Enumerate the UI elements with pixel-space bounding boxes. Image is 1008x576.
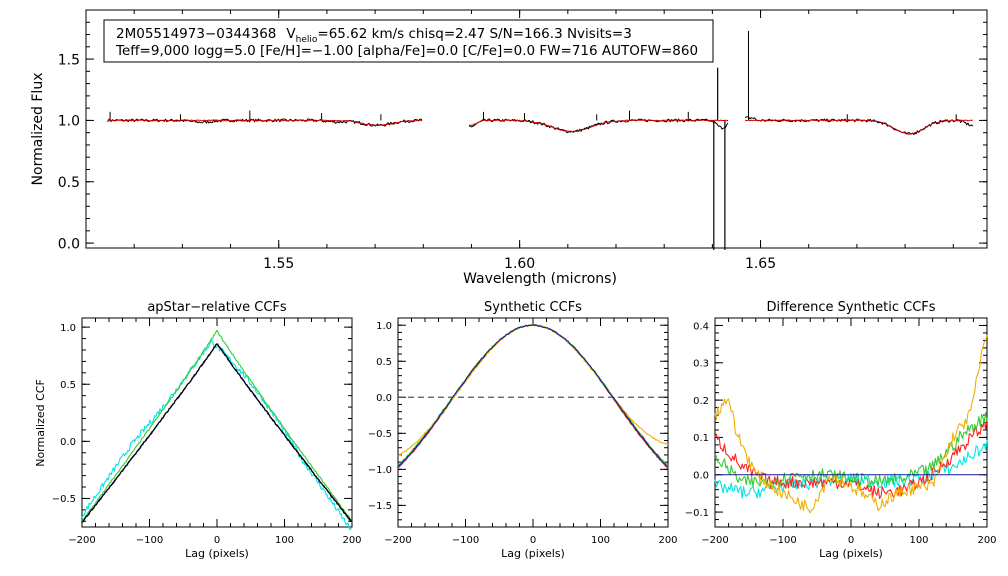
difference-ccf-visit-1-line xyxy=(714,439,988,499)
y-tick-label: 0.5 xyxy=(376,357,392,368)
synthetic-ccf-visit-1-line xyxy=(397,324,669,469)
synthetic-ccf-ticks: −200 −100 0 100 200 −1.5 −1.0 −0.5 0.0 0.5 1.0 xyxy=(368,317,678,546)
difference-ccf-frame xyxy=(714,317,988,528)
x-tick-label: 0 xyxy=(848,535,854,546)
x-tick-label: 200 xyxy=(342,535,361,546)
x-tick-label: 1.55 xyxy=(263,256,294,272)
apstar-ccf-title: apStar−relative CCFs xyxy=(147,300,287,315)
y-tick-label: 0.5 xyxy=(60,380,76,391)
apstar-ccf-visit-1-line xyxy=(81,339,352,531)
synthetic-ccf-x-label: Lag (pixels) xyxy=(501,547,565,560)
x-tick-label: 200 xyxy=(658,535,677,546)
synthetic-ccf-title: Synthetic CCFs xyxy=(484,300,582,315)
y-tick-label: −1.5 xyxy=(368,501,392,512)
synthetic-ccf-visit-4-line xyxy=(397,324,669,457)
difference-ccf-series xyxy=(714,334,988,514)
apstar-ccf-visit-3-line xyxy=(81,343,352,523)
y-tick-label: 0.0 xyxy=(58,236,80,252)
difference-ccf-panel: −200 −100 0 100 200 −0.1 0.0 0.1 0.2 0.3 0.4 Diffe… xyxy=(685,300,997,560)
y-tick-label: 1.0 xyxy=(58,114,80,130)
y-tick-label: 0.0 xyxy=(60,437,76,448)
spectrum-y-label: Normalized Flux xyxy=(30,73,46,186)
difference-ccf-title: Difference Synthetic CCFs xyxy=(766,300,935,315)
synthetic-ccf-series xyxy=(397,323,669,469)
x-tick-label: −100 xyxy=(769,535,796,546)
y-tick-label: 0.5 xyxy=(58,175,80,191)
difference-ccf-visit-4-line xyxy=(714,334,988,514)
spectrum-x-label: Wavelength (microns) xyxy=(463,271,617,287)
apstar-ccf-combined-line xyxy=(81,343,352,523)
difference-ccf-ticks: −200 −100 0 100 200 −0.1 0.0 0.1 0.2 0.3 0.4 xyxy=(685,317,997,546)
x-tick-label: −100 xyxy=(452,535,479,546)
spectrum-panel: 1.55 1.60 1.65 0.0 0.5 1.0 1.5 2M05514973−0344… xyxy=(30,9,988,287)
y-tick-label: 1.5 xyxy=(58,52,80,68)
header-box xyxy=(103,19,714,63)
x-tick-label: −200 xyxy=(701,535,728,546)
spectrum-y-ticks: 1.55 1.60 1.65 0.0 0.5 1.0 1.5 xyxy=(58,9,987,272)
y-tick-label: −1.0 xyxy=(368,465,392,476)
synthetic-ccf-visit-3-line xyxy=(397,324,669,466)
header-velocity-symbol: V xyxy=(286,26,296,42)
apstar-ccf-series xyxy=(81,329,352,531)
x-tick-label: 100 xyxy=(591,535,610,546)
spectrum-model-line xyxy=(745,119,973,135)
synthetic-ccf-panel: −200 −100 0 100 200 −1.5 −1.0 −0.5 0.0 0.5 1.0 Syn… xyxy=(368,300,678,560)
x-tick-label: 0 xyxy=(530,535,536,546)
apstar-ccf-y-label: Normalized CCF xyxy=(34,379,47,467)
x-tick-label: 200 xyxy=(977,535,996,546)
synthetic-ccf-combined-line xyxy=(397,324,669,468)
apstar-ccf-visit-2-line xyxy=(81,329,352,522)
y-tick-label: 0.4 xyxy=(693,321,709,332)
x-tick-label: 0 xyxy=(214,535,220,546)
x-tick-label: −100 xyxy=(136,535,163,546)
synthetic-ccf-frame xyxy=(397,317,669,528)
apstar-ccf-panel: −200 −100 0 100 200 −0.5 0.0 0.5 1.0 apStar−rela… xyxy=(34,300,362,560)
y-tick-label: 0.3 xyxy=(693,359,709,370)
header-stats: =65.62 km/s chisq=2.47 S/N=166.3 Nvisits… xyxy=(317,26,631,42)
spectrum-model-line xyxy=(468,119,729,133)
x-tick-label: −200 xyxy=(68,535,95,546)
apstar-ccf-x-label: Lag (pixels) xyxy=(185,547,249,560)
x-tick-label: 1.60 xyxy=(504,256,535,272)
difference-ccf-x-label: Lag (pixels) xyxy=(819,547,883,560)
y-tick-label: 0.0 xyxy=(376,393,392,404)
y-tick-label: −0.5 xyxy=(368,429,392,440)
apstar-ccf-ticks: −200 −100 0 100 200 −0.5 0.0 0.5 1.0 xyxy=(52,318,362,546)
y-tick-label: 1.0 xyxy=(60,323,76,334)
synthetic-ccf-visit-2-line xyxy=(397,323,669,469)
x-tick-label: −200 xyxy=(384,535,411,546)
spectrum-observed-line xyxy=(744,116,974,135)
y-tick-label: 0.1 xyxy=(693,433,709,444)
x-tick-label: 1.65 xyxy=(745,256,776,272)
apstar-ccf-frame xyxy=(81,317,353,528)
header-line-1: 2M05514973−0344368 Vhelio=65.62 km/s chis… xyxy=(116,26,632,45)
spectrum-frame xyxy=(85,9,988,249)
y-tick-label: −0.5 xyxy=(52,494,76,505)
spectrum-observed-line xyxy=(468,118,729,134)
y-tick-label: 0.0 xyxy=(693,471,709,482)
header-line-2: Teff=9,000 logg=5.0 [Fe/H]=−1.00 [alpha/… xyxy=(115,43,698,59)
y-tick-label: −0.1 xyxy=(685,508,709,519)
spectrum-series xyxy=(107,30,974,250)
x-tick-label: 100 xyxy=(909,535,928,546)
header-velocity-subscript: helio xyxy=(296,35,318,45)
y-tick-label: 0.2 xyxy=(693,396,709,407)
difference-ccf-visit-2-line xyxy=(714,418,988,500)
x-tick-label: 100 xyxy=(275,535,294,546)
y-tick-label: 1.0 xyxy=(376,321,392,332)
header-star-id: 2M05514973−0344368 xyxy=(116,26,276,42)
spectrum-model-line xyxy=(107,119,423,127)
